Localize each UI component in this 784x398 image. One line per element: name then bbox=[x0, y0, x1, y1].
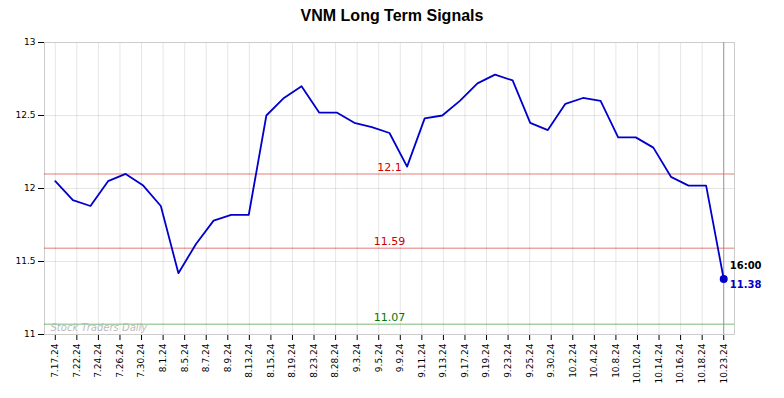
svg-text:7.24.24: 7.24.24 bbox=[93, 343, 103, 378]
svg-text:8.1.24: 8.1.24 bbox=[158, 343, 168, 372]
svg-text:8.28.24: 8.28.24 bbox=[330, 343, 340, 378]
svg-text:10.2.24: 10.2.24 bbox=[568, 343, 578, 378]
svg-text:7.17.24: 7.17.24 bbox=[50, 343, 60, 378]
svg-text:9.11.24: 9.11.24 bbox=[417, 343, 427, 378]
svg-text:9.19.24: 9.19.24 bbox=[481, 343, 491, 378]
svg-text:12.5: 12.5 bbox=[15, 110, 35, 120]
svg-text:10.23.24: 10.23.24 bbox=[719, 343, 729, 383]
svg-text:11.07: 11.07 bbox=[374, 311, 406, 324]
svg-text:7.26.24: 7.26.24 bbox=[115, 343, 125, 378]
svg-text:12: 12 bbox=[24, 183, 35, 193]
svg-text:10.10.24: 10.10.24 bbox=[632, 343, 642, 383]
svg-text:9.5.24: 9.5.24 bbox=[374, 343, 384, 372]
svg-text:9.17.24: 9.17.24 bbox=[460, 343, 470, 378]
svg-text:7.22.24: 7.22.24 bbox=[72, 343, 82, 378]
svg-text:8.5.24: 8.5.24 bbox=[180, 343, 190, 372]
svg-text:9.13.24: 9.13.24 bbox=[438, 343, 448, 378]
svg-text:8.19.24: 8.19.24 bbox=[287, 343, 297, 378]
svg-text:16:00: 16:00 bbox=[730, 260, 762, 271]
svg-text:11: 11 bbox=[24, 329, 35, 339]
svg-text:9.23.24: 9.23.24 bbox=[503, 343, 513, 378]
svg-text:9.30.24: 9.30.24 bbox=[546, 343, 556, 378]
html-text:VNM Long Term Signals: VNM Long Term Signals bbox=[300, 7, 484, 24]
svg-text:11.59: 11.59 bbox=[374, 235, 406, 248]
svg-text:8.13.24: 8.13.24 bbox=[244, 343, 254, 378]
svg-text:10.18.24: 10.18.24 bbox=[697, 343, 707, 383]
svg-text:7.30.24: 7.30.24 bbox=[136, 343, 146, 378]
svg-text:8.7.24: 8.7.24 bbox=[201, 343, 211, 372]
svg-text:8.23.24: 8.23.24 bbox=[309, 343, 319, 378]
svg-text:9.9.24: 9.9.24 bbox=[395, 343, 405, 372]
svg-text:8.9.24: 8.9.24 bbox=[223, 343, 233, 372]
svg-text:13: 13 bbox=[24, 37, 35, 47]
svg-text:10.14.24: 10.14.24 bbox=[654, 343, 664, 383]
svg-text:8.15.24: 8.15.24 bbox=[266, 343, 276, 378]
svg-text:11.38: 11.38 bbox=[730, 279, 762, 290]
svg-text:Stock Traders Daily: Stock Traders Daily bbox=[51, 322, 149, 333]
svg-text:12.1: 12.1 bbox=[377, 161, 402, 174]
svg-text:10.4.24: 10.4.24 bbox=[589, 343, 599, 378]
svg-text:11.5: 11.5 bbox=[15, 256, 35, 266]
svg-text:10.16.24: 10.16.24 bbox=[675, 343, 685, 383]
svg-text:9.25.24: 9.25.24 bbox=[525, 343, 535, 378]
svg-text:10.8.24: 10.8.24 bbox=[611, 343, 621, 378]
svg-text:9.3.24: 9.3.24 bbox=[352, 343, 362, 372]
